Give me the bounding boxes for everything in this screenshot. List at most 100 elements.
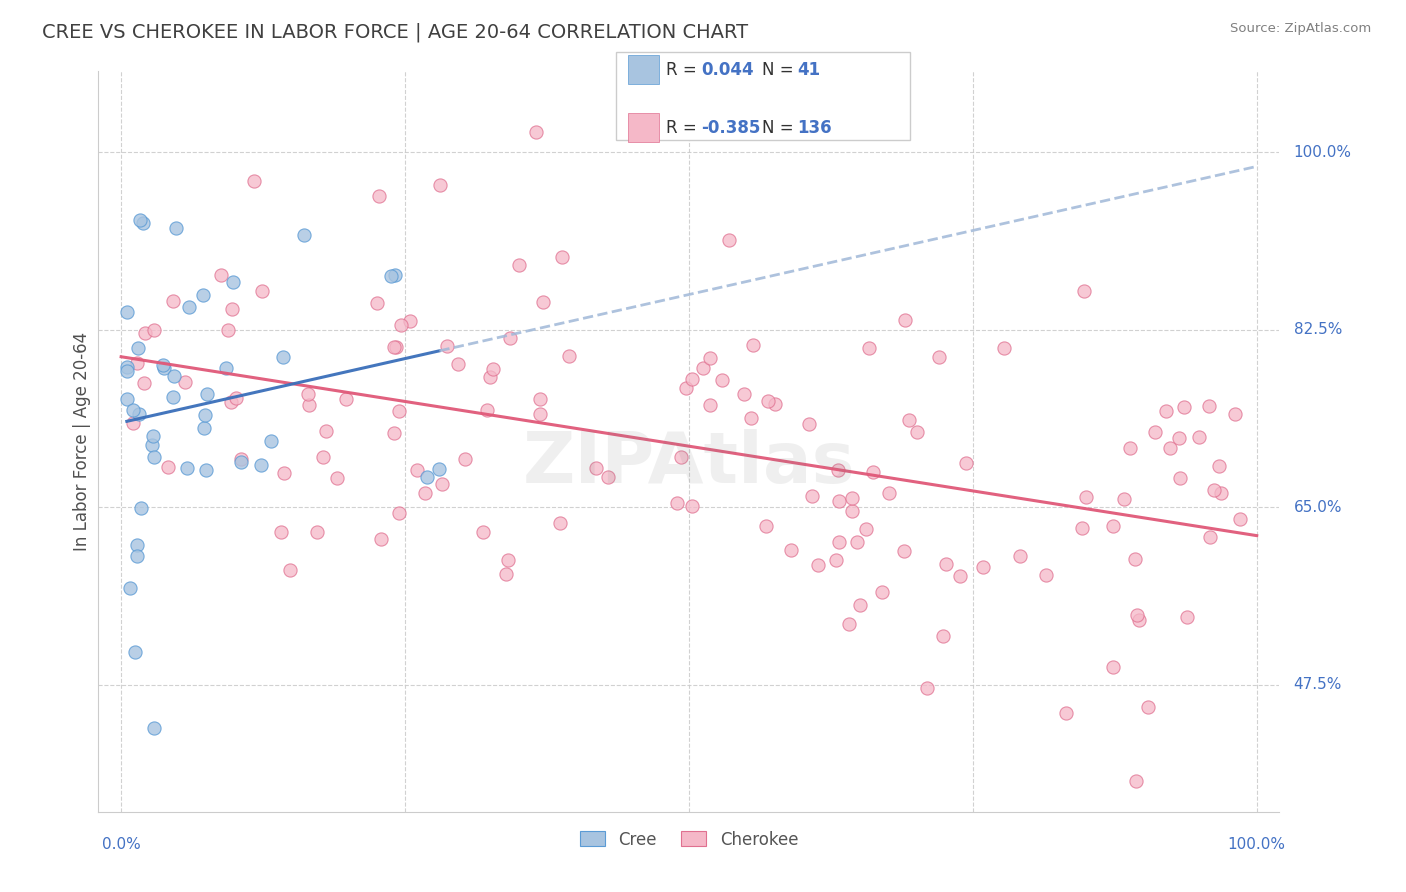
Point <box>841 504 863 518</box>
Point <box>862 465 884 479</box>
Point <box>382 340 405 354</box>
Point <box>858 342 880 356</box>
Point <box>162 293 184 308</box>
Point <box>366 296 388 310</box>
Point <box>141 429 163 443</box>
Point <box>681 499 703 513</box>
Point <box>127 356 149 370</box>
Point <box>934 557 956 571</box>
Point <box>143 450 166 464</box>
Point <box>898 413 921 427</box>
Point <box>872 584 894 599</box>
Point <box>699 351 721 365</box>
Point <box>370 532 392 546</box>
Point <box>846 534 869 549</box>
Point <box>368 188 391 202</box>
Point <box>385 340 408 354</box>
Point <box>763 397 786 411</box>
Y-axis label: In Labor Force | Age 20-64: In Labor Force | Age 20-64 <box>73 332 91 551</box>
Text: ZIPAtlas: ZIPAtlas <box>523 429 855 499</box>
Point <box>1074 490 1097 504</box>
Point <box>949 568 972 582</box>
Point <box>499 331 522 345</box>
Text: 82.5%: 82.5% <box>1294 323 1341 337</box>
Point <box>432 477 454 491</box>
Point <box>585 460 607 475</box>
Point <box>1102 519 1125 533</box>
Point <box>1102 660 1125 674</box>
Text: 41: 41 <box>797 61 820 78</box>
Point <box>312 450 335 464</box>
Point <box>176 461 198 475</box>
Point <box>495 566 517 581</box>
Text: N =: N = <box>762 119 799 136</box>
Point <box>132 216 155 230</box>
Point <box>221 395 243 409</box>
Point <box>307 525 329 540</box>
Point <box>134 376 156 390</box>
Point <box>127 341 149 355</box>
Point <box>477 403 499 417</box>
Point <box>681 372 703 386</box>
Point <box>380 268 402 283</box>
Point <box>120 582 142 596</box>
Point <box>1209 486 1232 500</box>
Point <box>1175 610 1198 624</box>
Point <box>195 463 218 477</box>
Point <box>972 560 994 574</box>
Point <box>399 314 422 328</box>
Point <box>1188 430 1211 444</box>
Point <box>838 617 860 632</box>
Point <box>193 421 215 435</box>
Point <box>1125 552 1147 566</box>
Point <box>278 563 301 577</box>
Point <box>405 463 427 477</box>
Point <box>141 438 163 452</box>
Point <box>335 392 357 406</box>
Point <box>893 543 915 558</box>
Point <box>531 295 554 310</box>
Point <box>699 398 721 412</box>
Point <box>173 375 195 389</box>
Point <box>115 364 138 378</box>
Point <box>195 387 218 401</box>
Point <box>1073 285 1095 299</box>
Text: 0.044: 0.044 <box>702 61 754 78</box>
Text: 136: 136 <box>797 119 832 136</box>
Point <box>905 425 928 440</box>
Text: CREE VS CHEROKEE IN LABOR FORCE | AGE 20-64 CORRELATION CHART: CREE VS CHEROKEE IN LABOR FORCE | AGE 20… <box>42 22 748 42</box>
Point <box>1198 399 1220 413</box>
Point <box>1136 700 1159 714</box>
Point <box>250 285 273 299</box>
Point <box>297 387 319 401</box>
Point <box>389 318 412 333</box>
Point <box>548 516 571 530</box>
Point <box>1156 404 1178 418</box>
Point <box>928 350 950 364</box>
Point <box>1144 425 1167 440</box>
Point <box>222 275 245 289</box>
Point <box>152 361 174 376</box>
Point <box>1168 471 1191 485</box>
Point <box>229 452 252 467</box>
Point <box>454 451 477 466</box>
Point <box>273 466 295 480</box>
Point <box>496 553 519 567</box>
Point <box>243 173 266 187</box>
Point <box>217 323 239 337</box>
Point <box>741 337 763 351</box>
Point <box>550 250 572 264</box>
Point <box>429 178 451 192</box>
Point <box>825 553 848 567</box>
Point <box>157 460 180 475</box>
Point <box>849 598 872 612</box>
Point <box>1128 613 1150 627</box>
Text: Source: ZipAtlas.com: Source: ZipAtlas.com <box>1230 22 1371 36</box>
Point <box>1173 400 1195 414</box>
Point <box>1118 441 1140 455</box>
Point <box>162 390 184 404</box>
Point <box>666 495 689 509</box>
Point <box>780 543 803 558</box>
Point <box>472 525 495 540</box>
Point <box>125 549 148 563</box>
